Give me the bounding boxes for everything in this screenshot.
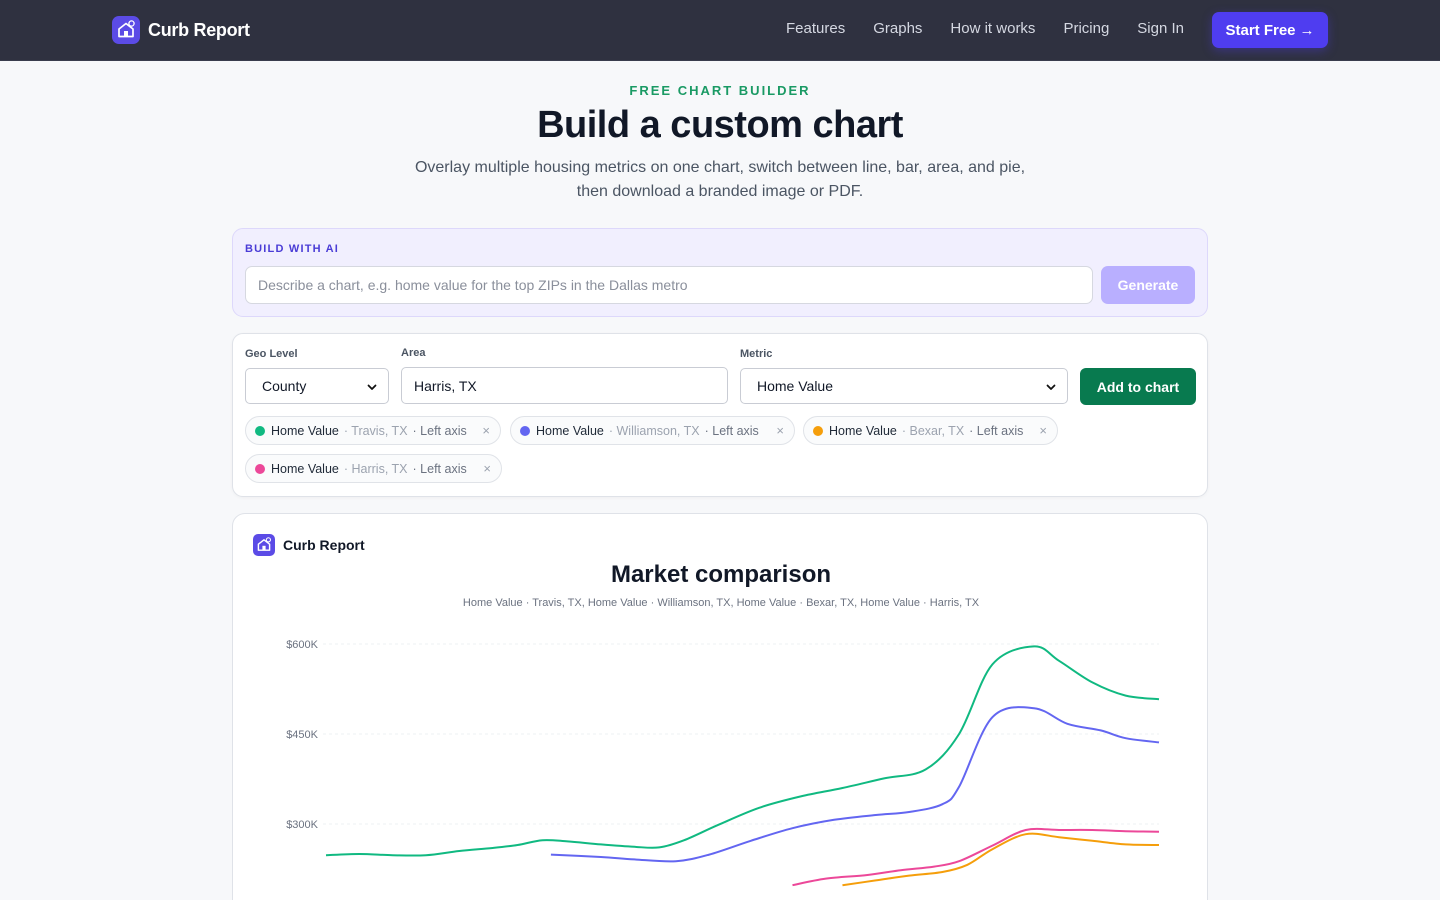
chip-area: · Travis, TX: [343, 423, 408, 438]
geo-level-select[interactable]: County: [245, 368, 389, 404]
series-color-dot: [813, 425, 823, 436]
nav-link-pricing[interactable]: Pricing: [1063, 20, 1110, 37]
hero-subtitle-line-2: then download a branded image or PDF.: [576, 183, 864, 200]
ai-prompt-input[interactable]: [245, 266, 1093, 304]
nav-link-sign-in[interactable]: Sign In: [1137, 20, 1184, 37]
y-tick-label: $450K: [286, 729, 318, 741]
remove-series-close-icon[interactable]: ×: [1039, 423, 1047, 438]
nav-link-features[interactable]: Features: [786, 20, 846, 37]
metric-label: Metric: [740, 348, 773, 360]
series-color-dot: [520, 425, 530, 436]
arrow-right-icon: →: [1299, 21, 1315, 39]
house-logo-icon: [112, 16, 140, 44]
y-tick-label: $300K: [286, 819, 318, 831]
series-chip: Home Value · Harris, TX · Left axis ×: [245, 454, 502, 483]
chevron-down-icon: [1046, 384, 1056, 390]
metric-select[interactable]: Home Value: [740, 368, 1068, 404]
chart-preview-card: Curb Report Market comparison Home Value…: [232, 513, 1208, 900]
ai-builder-label: BUILD WITH AI: [245, 243, 340, 255]
ai-builder-card: BUILD WITH AI Generate: [232, 228, 1208, 317]
chip-axis: · Left axis: [704, 423, 759, 438]
series-color-dot: [255, 425, 265, 436]
page-title: Build a custom chart: [537, 104, 903, 146]
nav-link-graphs[interactable]: Graphs: [873, 20, 923, 37]
top-navbar: Curb Report Features Graphs How it works…: [0, 0, 1440, 61]
series-chip: Home Value · Williamson, TX · Left axis …: [510, 416, 795, 445]
chart-brand: Curb Report: [253, 534, 365, 556]
chip-area: · Williamson, TX: [608, 423, 700, 438]
geo-level-label: Geo Level: [245, 348, 298, 360]
chip-axis: · Left axis: [969, 423, 1024, 438]
remove-series-close-icon[interactable]: ×: [483, 461, 491, 476]
series-chip: Home Value · Travis, TX · Left axis ×: [245, 416, 501, 445]
chart-subtitle: Home Value · Travis, TX, Home Value · Wi…: [462, 597, 980, 609]
add-to-chart-button[interactable]: Add to chart: [1080, 368, 1196, 405]
series-line-2: [550, 706, 1160, 863]
chip-axis: · Left axis: [412, 461, 467, 476]
series-line-1: [325, 645, 1160, 857]
chip-area: · Bexar, TX: [901, 423, 965, 438]
series-line-3: [842, 832, 1160, 887]
chart-title: Market comparison: [610, 561, 832, 588]
chip-metric: Home Value: [271, 461, 339, 476]
chart-brand-name: Curb Report: [283, 537, 365, 553]
start-free-label: Start Free: [1225, 21, 1296, 39]
chart-controls-card: Geo Level County Area Metric Home Value …: [232, 333, 1208, 497]
remove-series-close-icon[interactable]: ×: [776, 423, 784, 438]
chip-area: · Harris, TX: [343, 461, 408, 476]
remove-series-close-icon[interactable]: ×: [482, 423, 490, 438]
y-tick-label: $600K: [286, 639, 318, 651]
hero-subtitle-line-1: Overlay multiple housing metrics on one …: [414, 159, 1026, 176]
hero-subtitle: Overlay multiple housing metrics on one …: [370, 156, 1070, 204]
brand-link[interactable]: Curb Report: [112, 16, 250, 44]
brand-name: Curb Report: [148, 19, 250, 40]
chip-metric: Home Value: [829, 423, 897, 438]
nav-link-how-it-works[interactable]: How it works: [950, 20, 1036, 37]
line-chart: $600K $450K $300K: [286, 639, 1160, 887]
start-free-button[interactable]: Start Free →: [1212, 12, 1328, 48]
area-label: Area: [401, 347, 426, 359]
nav-links: Features Graphs How it works Pricing Sig…: [786, 20, 1184, 37]
geo-level-value: County: [262, 378, 307, 394]
series-line-4: [792, 827, 1160, 887]
metric-value: Home Value: [757, 378, 834, 394]
generate-button[interactable]: Generate: [1101, 266, 1195, 304]
series-chip: Home Value · Bexar, TX · Left axis ×: [803, 416, 1058, 445]
series-color-dot: [255, 463, 265, 474]
hero-eyebrow: FREE CHART BUILDER: [629, 83, 811, 98]
chip-metric: Home Value: [271, 423, 339, 438]
area-input[interactable]: [401, 367, 728, 404]
chip-axis: · Left axis: [412, 423, 467, 438]
chip-metric: Home Value: [536, 423, 604, 438]
chevron-down-icon: [367, 384, 377, 390]
house-logo-icon: [253, 534, 275, 556]
